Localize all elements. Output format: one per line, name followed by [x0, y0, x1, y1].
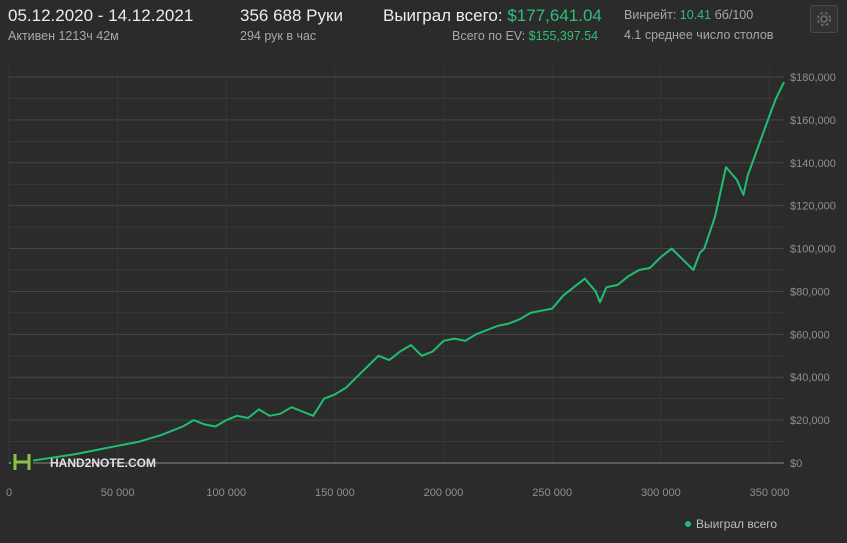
- x-tick-label: 50 000: [101, 487, 135, 499]
- y-tick-label: $100,000: [790, 244, 836, 256]
- winrate-value: 10.41: [679, 8, 712, 22]
- y-axis: $0 $20,000 $40,000 $60,000 $80,000 $100,000 $1…: [790, 72, 836, 470]
- winrate-unit: бб/100: [714, 8, 754, 22]
- gear-icon: [817, 12, 831, 26]
- y-tick-label: $140,000: [790, 158, 836, 170]
- y-tick-label: $20,000: [790, 415, 830, 427]
- hand2note-logo: HAND2NOTE.COM: [11, 450, 156, 472]
- avg-tables: 4.1 среднее число столов: [624, 28, 774, 42]
- x-tick-label: 0: [6, 487, 12, 499]
- legend-label: Выиграл всего: [696, 517, 777, 531]
- date-range: 05.12.2020 - 14.12.2021: [8, 6, 194, 25]
- settings-button[interactable]: [810, 5, 838, 33]
- y-tick-label: $40,000: [790, 372, 830, 384]
- ev-total: Всего по EV: $155,397.54: [452, 29, 598, 43]
- legend: Выиграл всего: [685, 517, 777, 531]
- y-tick-label: $60,000: [790, 329, 830, 341]
- series-layer: [8, 81, 785, 464]
- series-line: [8, 81, 785, 464]
- won-total-label: Выиграл всего:: [383, 6, 503, 25]
- won-total: Выиграл всего: $177,641.04: [383, 6, 602, 26]
- x-tick-label: 200 000: [424, 487, 464, 499]
- won-total-value: $177,641.04: [507, 6, 602, 25]
- active-time: Активен 1213ч 42м: [8, 29, 119, 43]
- x-axis: 0 50 000 100 000 150 000 200 000 250 000 300 0…: [6, 487, 789, 499]
- winrate: Винрейт: 10.41 бб/100: [624, 8, 753, 22]
- logo-text: HAND2NOTE.COM: [50, 456, 156, 470]
- x-tick-label: 300 000: [641, 487, 681, 499]
- ev-total-value: $155,397.54: [528, 29, 599, 43]
- y-tick-label: $180,000: [790, 72, 836, 84]
- legend-marker: [685, 521, 691, 527]
- logo-mark-icon: [13, 454, 31, 470]
- y-tick-label: $120,000: [790, 201, 836, 213]
- x-tick-label: 150 000: [315, 487, 355, 499]
- x-tick-label: 100 000: [206, 487, 246, 499]
- y-tick-label: $80,000: [790, 286, 830, 298]
- winrate-label: Винрейт:: [624, 8, 677, 22]
- grid: [8, 67, 784, 464]
- y-tick-label: $160,000: [790, 115, 836, 127]
- hands-count: 356 688 Руки: [240, 6, 343, 25]
- hands-per-hour: 294 рук в час: [240, 29, 317, 43]
- y-tick-label: $0: [790, 458, 802, 470]
- ev-total-label: Всего по EV:: [452, 29, 526, 43]
- x-tick-label: 250 000: [532, 487, 572, 499]
- x-tick-label: 350 000: [750, 487, 790, 499]
